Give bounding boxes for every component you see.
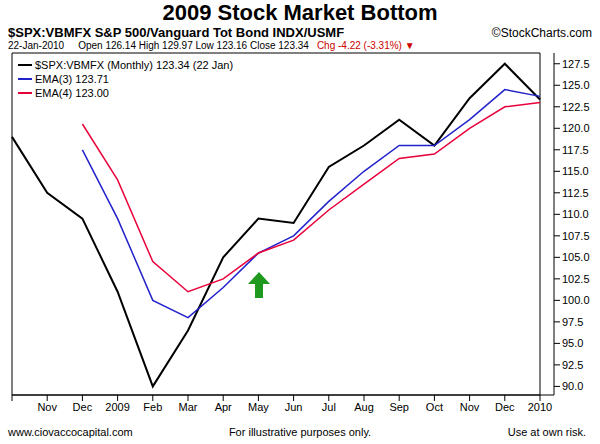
svg-text:Jul: Jul: [322, 401, 336, 413]
svg-text:Nov: Nov: [37, 401, 57, 413]
svg-text:100.0: 100.0: [562, 294, 590, 306]
svg-text:2010: 2010: [528, 401, 552, 413]
svg-text:Dec: Dec: [73, 401, 93, 413]
html-text:$SPX:VBMFX (Monthly) 123.34 (2: $SPX:VBMFX (Monthly) 123.34 (22 Jan): [35, 59, 234, 71]
html-text:Open 126.14 High 129.97 Low 12: Open 126.14 High 129.97 Low 123.16 Close…: [78, 40, 309, 51]
html-text:For illustrative purposes only: For illustrative purposes only.: [228, 426, 372, 438]
svg-text:Oct: Oct: [426, 401, 443, 413]
svg-text:Mar: Mar: [179, 401, 198, 413]
html-text:$SPX:VBMFX S&P 500/Vanguard To: $SPX:VBMFX S&P 500/Vanguard Tot Bond IND…: [8, 25, 345, 40]
svg-text:92.5: 92.5: [562, 359, 583, 371]
svg-text:125.0: 125.0: [562, 79, 590, 91]
svg-text:102.5: 102.5: [562, 273, 590, 285]
svg-text:Dec: Dec: [495, 401, 515, 413]
svg-text:90.0: 90.0: [562, 380, 583, 392]
svg-text:Nov: Nov: [460, 401, 480, 413]
svg-text:2009: 2009: [105, 401, 129, 413]
html-text:EMA(4) 123.00: EMA(4) 123.00: [35, 87, 109, 99]
svg-text:97.5: 97.5: [562, 316, 583, 328]
svg-text:122.5: 122.5: [562, 101, 590, 113]
html-text:EMA(3) 123.71: EMA(3) 123.71: [35, 73, 109, 85]
html-text:Chg -4.22 (-3.31%) ▼: Chg -4.22 (-3.31%) ▼: [316, 40, 415, 51]
html-text:Use at own risk.: Use at own risk.: [507, 426, 586, 438]
html-text:22-Jan-2010: 22-Jan-2010: [8, 40, 65, 51]
svg-text:Feb: Feb: [143, 401, 162, 413]
svg-text:117.5: 117.5: [562, 144, 589, 156]
svg-text:May: May: [248, 401, 269, 413]
svg-text:127.5: 127.5: [562, 58, 590, 70]
html-text:©StockCharts.com: ©StockCharts.com: [491, 26, 592, 40]
svg-text:Apr: Apr: [215, 401, 232, 413]
html-text:www.ciovaccocapital.com: www.ciovaccocapital.com: [8, 426, 133, 438]
svg-text:Sep: Sep: [389, 401, 409, 413]
html-text:2009 Stock Market Bottom: 2009 Stock Market Bottom: [162, 0, 438, 25]
svg-text:112.5: 112.5: [562, 187, 589, 199]
svg-text:120.0: 120.0: [562, 122, 590, 134]
svg-text:107.5: 107.5: [562, 230, 590, 242]
svg-text:110.0: 110.0: [562, 208, 589, 220]
svg-text:Jun: Jun: [285, 401, 303, 413]
svg-text:Aug: Aug: [354, 401, 374, 413]
svg-text:105.0: 105.0: [562, 251, 590, 263]
svg-text:115.0: 115.0: [562, 165, 589, 177]
svg-text:95.0: 95.0: [562, 337, 583, 349]
